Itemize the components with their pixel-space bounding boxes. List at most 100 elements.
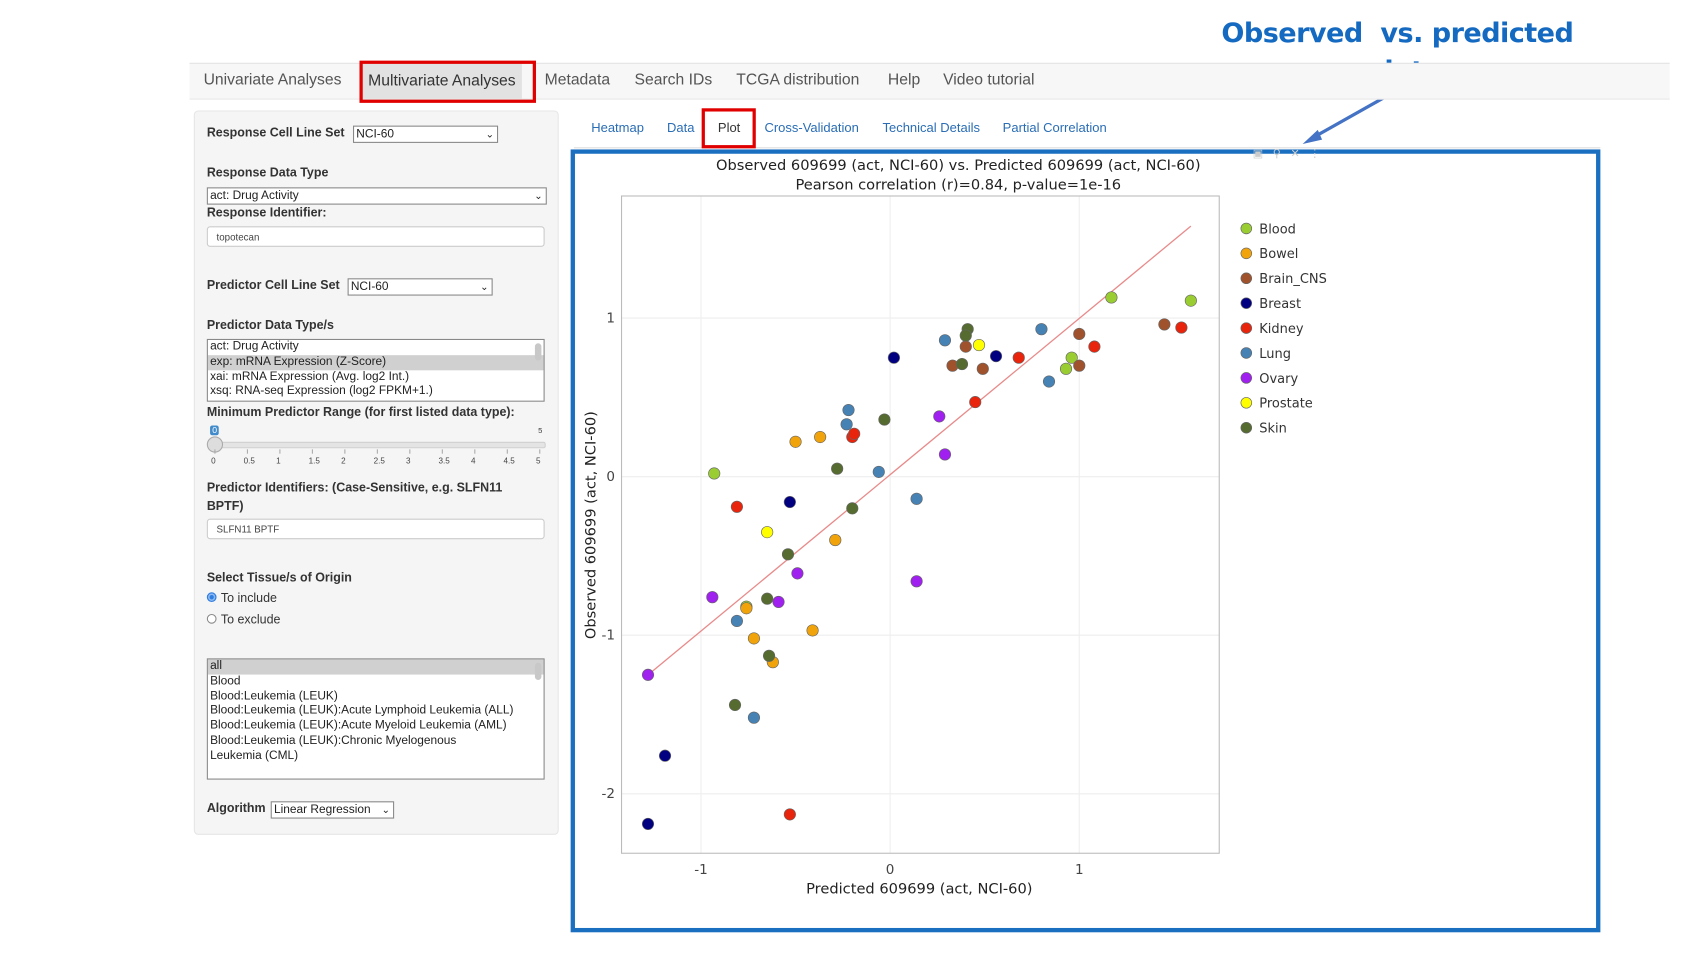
data-point-bowel: [829, 534, 842, 547]
algorithm-select[interactable]: Linear Regression ⌄: [270, 801, 395, 819]
y-tick-label: -2: [602, 786, 615, 802]
chart-subtitle: Pearson correlation (r)=0.84, p-value=1e…: [795, 176, 1121, 193]
slider-tick-label: 1.5: [308, 455, 320, 466]
data-point-skin: [959, 329, 972, 342]
listbox-option[interactable]: xai: mRNA Expression (Avg. log2 Int.): [210, 369, 410, 383]
data-point-ovary: [706, 591, 719, 604]
legend-label-prostate: Prostate: [1259, 397, 1313, 412]
x-tick-label: -1: [694, 862, 707, 878]
tab-data[interactable]: Data: [667, 120, 695, 136]
legend-label-ovary: Ovary: [1259, 372, 1298, 387]
listbox-option[interactable]: Blood:Leukemia (LEUK):Acute Myeloid Leuk…: [210, 719, 507, 733]
listbox-option-selected[interactable]: exp: mRNA Expression (Z-Score): [207, 354, 544, 370]
legend-marker-brain_cns: [1240, 272, 1253, 285]
data-point-kidney: [1088, 340, 1101, 353]
legend-label-blood: Blood: [1259, 222, 1296, 237]
legend-label-skin: Skin: [1259, 422, 1287, 437]
autoscale-icon[interactable]: ✕: [1290, 148, 1310, 161]
legend-marker-breast: [1240, 297, 1253, 309]
data-point-skin: [728, 698, 742, 712]
listbox-option[interactable]: act: Drug Activity: [210, 339, 299, 353]
nav-multivariate[interactable]: Multivariate Analyses: [361, 63, 523, 99]
data-point-ovary: [938, 448, 952, 461]
slider-tick-label: 2.5: [373, 455, 385, 466]
predictor-data-types-listbox[interactable]: act: Drug Activity exp: mRNA Expression …: [206, 338, 545, 402]
response-identifier-input[interactable]: topotecan: [206, 226, 545, 247]
more-icon[interactable]: ⋮: [1309, 148, 1330, 161]
data-point-lung: [730, 614, 743, 628]
highlight-box-plot: [701, 108, 756, 149]
scrollbar[interactable]: [534, 343, 542, 361]
nav-univariate[interactable]: Univariate Analyses: [203, 71, 342, 89]
legend-marker-lung: [1240, 347, 1253, 359]
highlight-box-multivariate: [359, 60, 536, 103]
radio-include[interactable]: [206, 592, 217, 603]
nav-video-tutorial[interactable]: Video tutorial: [943, 71, 1035, 89]
x-axis-title: Predicted 609699 (act, NCI-60): [806, 880, 1032, 897]
radio-exclude[interactable]: [206, 613, 217, 624]
data-point-brain_cns: [1073, 327, 1086, 341]
data-point-skin: [781, 548, 795, 561]
listbox-option[interactable]: Blood:Leukemia (LEUK):Acute Lymphoid Leu…: [210, 704, 514, 718]
chevron-down-icon: ⌄: [534, 190, 543, 202]
slider-tick-mark: [311, 449, 313, 454]
nav-metadata[interactable]: Metadata: [544, 71, 611, 89]
tab-heatmap[interactable]: Heatmap: [591, 120, 644, 136]
tab-plot[interactable]: Plot: [717, 120, 741, 136]
data-point-brain_cns: [959, 340, 972, 353]
slider-tick-mark: [474, 449, 476, 454]
select-value: Linear Regression: [273, 803, 371, 817]
data-point-lung: [1042, 375, 1056, 388]
modebar: ▣⚲✕⋮: [1253, 148, 1330, 160]
data-point-bowel: [814, 430, 827, 444]
select-value: act: Drug Activity: [210, 189, 299, 203]
slider-tick-label: 5: [535, 455, 541, 466]
scrollbar[interactable]: [534, 662, 542, 680]
legend-label-breast: Breast: [1259, 297, 1301, 312]
zoom-icon[interactable]: ⚲: [1272, 148, 1291, 161]
listbox-option-selected[interactable]: all: [207, 659, 544, 675]
data-point-bowel: [789, 435, 802, 448]
data-point-breast: [783, 495, 796, 509]
data-point-skin: [955, 358, 969, 371]
data-point-breast: [887, 351, 900, 364]
tab-cross-validation[interactable]: Cross-Validation: [764, 120, 859, 136]
tab-partial-correlation[interactable]: Partial Correlation: [1002, 120, 1107, 136]
legend-marker-bowel: [1240, 247, 1253, 260]
data-point-prostate: [972, 338, 986, 352]
camera-icon[interactable]: ▣: [1252, 148, 1273, 161]
tab-technical-details[interactable]: Technical Details: [882, 120, 980, 136]
slider-tick-label: 2: [341, 455, 346, 466]
data-point-skin: [761, 592, 774, 605]
tissues-listbox[interactable]: all Blood Blood:Leukemia (LEUK) Blood:Le…: [206, 658, 545, 780]
response-data-type-select[interactable]: act: Drug Activity ⌄: [206, 187, 547, 205]
data-point-kidney: [730, 500, 743, 513]
nav-search-ids[interactable]: Search IDs: [634, 71, 713, 89]
listbox-option[interactable]: Blood:Leukemia (LEUK): [210, 689, 338, 703]
legend-marker-skin: [1240, 421, 1253, 434]
plot-frame: [620, 195, 1220, 854]
nav-tcga[interactable]: TCGA distribution: [736, 71, 860, 89]
legend-label-brain_cns: Brain_CNS: [1259, 272, 1327, 287]
data-point-ovary: [910, 575, 923, 588]
data-point-bowel: [740, 602, 753, 615]
listbox-option[interactable]: xsq: RNA-seq Expression (log2 FPKM+1.): [210, 384, 433, 398]
listbox-option[interactable]: Blood:Leukemia (LEUK):Chronic Myelogenou…: [210, 734, 457, 763]
data-point-lung: [840, 418, 853, 431]
predictor-cell-line-set-select[interactable]: NCI-60 ⌄: [347, 278, 493, 296]
response-cell-line-set-select[interactable]: NCI-60 ⌄: [352, 125, 499, 143]
top-nav: Univariate Analyses Multivariate Analyse…: [189, 62, 1670, 100]
slider-tick-mark: [409, 449, 411, 454]
nav-help[interactable]: Help: [887, 71, 921, 89]
legend-marker-blood: [1240, 222, 1253, 235]
data-point-blood: [1065, 351, 1078, 364]
predictor-identifiers-input[interactable]: SLFN11 BPTF: [206, 518, 545, 540]
chevron-down-icon: ⌄: [480, 281, 489, 293]
plot-highlight-box: [570, 149, 1601, 933]
select-value: NCI-60: [356, 127, 394, 141]
response-identifier-label: Response Identifier:: [206, 206, 327, 220]
listbox-option[interactable]: Blood: [210, 674, 241, 688]
data-point-blood: [1184, 294, 1197, 307]
